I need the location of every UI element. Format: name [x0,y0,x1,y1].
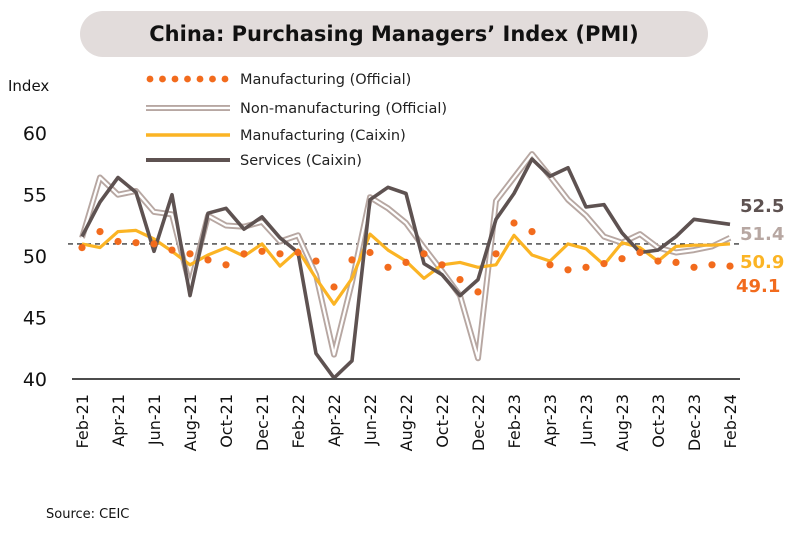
series-point-manufacturing-official [564,266,572,274]
series-point-manufacturing-official [546,261,554,269]
series-point-manufacturing-official [366,248,374,257]
series-point-manufacturing-official [492,250,500,258]
series-point-manufacturing-official [150,240,158,248]
x-tick-label: Aug-22 [397,394,416,451]
legend-swatch-manufacturing-official [146,75,154,83]
series-point-manufacturing-official [636,248,644,257]
series-point-manufacturing-official [222,261,230,269]
series-point-manufacturing-official [420,250,428,258]
series-point-manufacturing-official [78,244,86,252]
end-label-manufacturing-caixin: 50.9 [740,252,784,273]
series-point-manufacturing-official [168,246,176,254]
series-point-manufacturing-official [312,257,320,265]
series-point-manufacturing-official [114,237,122,246]
series-point-manufacturing-official [186,250,194,258]
y-tick-label: 45 [23,308,47,330]
x-tick-label: Oct-23 [649,394,668,448]
series-point-manufacturing-official [240,250,248,258]
series-point-manufacturing-official [474,288,482,296]
x-tick-label: Oct-21 [217,394,236,448]
x-tick-label: Oct-22 [433,394,452,448]
x-tick-label: Jun-21 [145,394,164,446]
series-point-manufacturing-official [618,255,626,263]
series-point-manufacturing-official [276,250,284,258]
legend-label-services-caixin: Services (Caixin) [240,153,362,169]
x-tick-label: Feb-21 [73,394,92,448]
legend-label-manufacturing-caixin: Manufacturing (Caixin) [240,128,406,144]
x-tick-label: Dec-23 [685,394,704,451]
series-point-manufacturing-official [456,276,464,284]
series-point-manufacturing-official [528,228,536,236]
chart-title: China: Purchasing Managers’ Index (PMI) [80,11,708,57]
series-point-manufacturing-official [726,262,734,270]
legend-swatch-manufacturing-official [221,75,229,83]
legend-swatch-manufacturing-official [171,75,179,83]
y-tick-label: 55 [23,185,47,207]
legend-label-non-manufacturing-official: Non-manufacturing (Official) [240,101,447,117]
series-point-manufacturing-official [582,263,590,271]
x-tick-label: Apr-21 [109,394,128,447]
series-point-manufacturing-official [510,219,518,227]
series-point-manufacturing-official [672,258,680,266]
series-point-manufacturing-official [384,263,392,271]
legend-swatch-manufacturing-official [209,75,216,83]
series-line-services-caixin [80,157,731,378]
x-tick-label: Aug-23 [613,394,632,451]
x-tick-label: Feb-22 [289,394,308,448]
series-point-manufacturing-official [402,258,410,266]
series-point-manufacturing-official [96,228,104,236]
y-axis-label: Index [8,77,49,95]
end-label-non-manufacturing-official: 51.4 [740,224,784,245]
x-tick-label: Dec-21 [253,394,272,451]
series-point-manufacturing-official [132,239,140,247]
series-point-manufacturing-official [204,256,212,264]
x-tick-label: Jun-23 [577,394,596,446]
end-label-services-caixin: 52.5 [740,196,784,217]
series-point-manufacturing-official [330,283,338,291]
legend-swatch-manufacturing-official [184,75,191,83]
y-tick-label: 40 [23,369,47,391]
series-point-manufacturing-official [348,256,356,264]
x-tick-label: Feb-24 [721,394,740,448]
series-point-manufacturing-official [654,257,662,265]
x-tick-label: Dec-22 [469,394,488,451]
x-tick-label: Jun-22 [361,394,380,446]
x-tick-label: Apr-22 [325,394,344,447]
y-tick-label: 60 [23,123,47,145]
legend-label-manufacturing-official: Manufacturing (Official) [240,72,411,88]
x-tick-label: Feb-23 [505,394,524,448]
series-point-manufacturing-official [258,247,266,255]
end-label-manufacturing-official: 49.1 [736,276,780,297]
series-point-manufacturing-official [294,248,302,257]
x-tick-label: Aug-21 [181,394,200,451]
legend-swatch-manufacturing-official [196,75,204,83]
y-tick-label: 50 [23,246,47,268]
series-point-manufacturing-official [438,261,446,269]
series-point-manufacturing-official [690,263,698,271]
series-point-manufacturing-official [600,260,608,268]
source-note: Source: CEIC [46,507,130,522]
legend-swatch-manufacturing-official [159,75,166,83]
series-point-manufacturing-official [708,261,716,269]
x-tick-label: Apr-23 [541,394,560,447]
